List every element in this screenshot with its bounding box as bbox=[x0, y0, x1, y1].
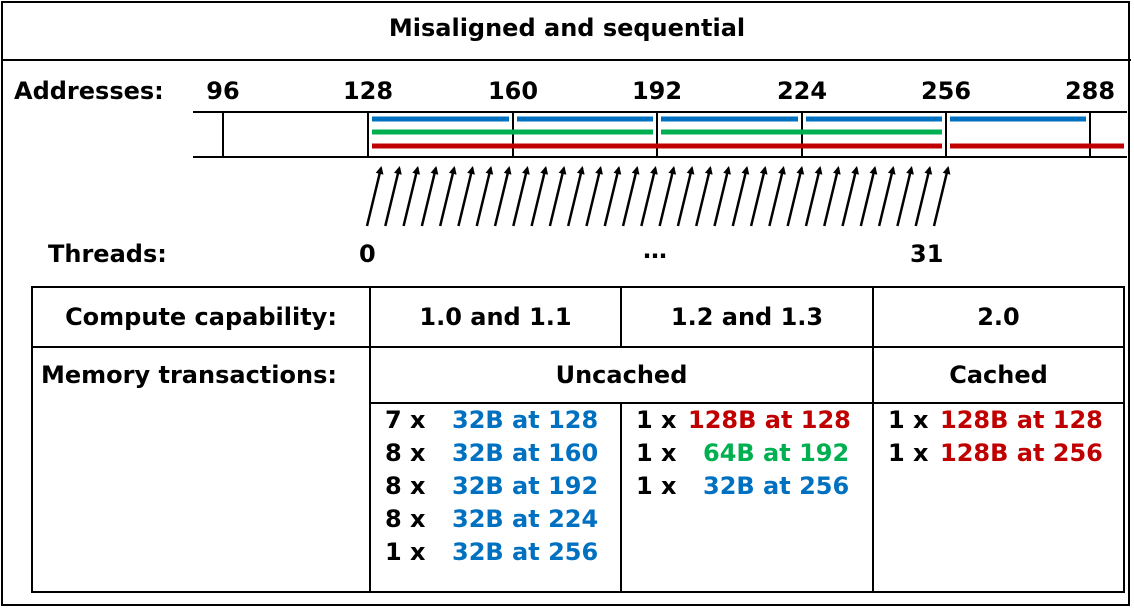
transaction-size: 128B at 128 bbox=[940, 406, 1103, 434]
thread-arrow bbox=[713, 166, 731, 227]
thread-arrow bbox=[676, 166, 695, 227]
transaction-count: 8 x bbox=[385, 472, 426, 500]
addresses-label: Addresses: bbox=[14, 77, 164, 105]
transaction-line: 7 x 32B at 128 bbox=[385, 404, 620, 437]
memory-transactions-label: Memory transactions: bbox=[31, 346, 371, 593]
transaction-line: 1 x 128B at 128 bbox=[636, 404, 872, 437]
transaction-line: 1 x 128B at 128 bbox=[888, 404, 1123, 437]
transaction-size: 32B at 160 bbox=[452, 439, 599, 467]
transaction-count: 7 x bbox=[385, 406, 426, 434]
cc-2-0-header: 2.0 bbox=[872, 286, 1125, 348]
uncached-header: Uncached bbox=[369, 346, 874, 404]
thread-arrow bbox=[932, 166, 951, 227]
thread-first-label: 0 bbox=[359, 240, 376, 268]
transaction-size: 32B at 192 bbox=[452, 472, 599, 500]
address-label-128: 128 bbox=[342, 77, 394, 105]
address-label-224: 224 bbox=[776, 77, 828, 105]
thread-arrow bbox=[548, 166, 567, 227]
thread-arrow bbox=[402, 166, 421, 227]
transaction-size: 64B at 192 bbox=[703, 439, 850, 467]
transaction-bars bbox=[372, 116, 1124, 149]
transactions-cc-1-2-1-3: 1 x 128B at 128 1 x 64B at 192 1 x 32B at 2… bbox=[620, 402, 874, 593]
thread-arrow bbox=[493, 166, 512, 227]
transactions-row: 7 x 32B at 128 8 x 32B at 160 8 x 32B at 19… bbox=[32, 402, 1125, 593]
transaction-count: 8 x bbox=[385, 439, 426, 467]
transaction-size: 32B at 128 bbox=[452, 406, 599, 434]
thread-arrow bbox=[804, 166, 823, 227]
transaction-count: 1 x bbox=[888, 406, 929, 434]
thread-arrow bbox=[658, 166, 677, 227]
transaction-size: 32B at 256 bbox=[703, 472, 850, 500]
capability-table: Compute capability: 1.0 and 1.1 1.2 and … bbox=[31, 286, 1125, 593]
thread-arrow bbox=[731, 166, 750, 227]
transaction-line: 8 x 32B at 192 bbox=[385, 470, 620, 503]
thread-arrow bbox=[384, 166, 402, 227]
compute-capability-label: Compute capability: bbox=[31, 286, 371, 348]
transaction-count: 1 x bbox=[636, 406, 677, 434]
memory-segments bbox=[193, 111, 1127, 158]
thread-arrow bbox=[841, 166, 860, 227]
transaction-size: 32B at 256 bbox=[452, 538, 599, 566]
transactions-cc-1-0-1-1: 7 x 32B at 128 8 x 32B at 160 8 x 32B at 19… bbox=[369, 402, 622, 593]
transaction-count: 8 x bbox=[385, 505, 426, 533]
transactions-cc-2-0: 1 x 128B at 128 1 x 128B at 256 bbox=[872, 402, 1125, 593]
thread-last-label: 31 bbox=[910, 240, 944, 268]
thread-arrow bbox=[914, 166, 933, 227]
transaction-line: 1 x 32B at 256 bbox=[385, 536, 620, 569]
page-title: Misaligned and sequential bbox=[388, 14, 746, 42]
transaction-size: 128B at 128 bbox=[688, 406, 851, 434]
thread-arrow bbox=[695, 166, 713, 227]
thread-arrow bbox=[896, 166, 914, 227]
thread-arrow bbox=[877, 166, 896, 227]
address-label-160: 160 bbox=[487, 77, 539, 105]
thread-arrow bbox=[749, 166, 768, 227]
address-label-192: 192 bbox=[631, 77, 683, 105]
title-divider bbox=[1, 59, 1131, 61]
thread-arrow bbox=[859, 166, 878, 227]
thread-arrow bbox=[823, 166, 841, 227]
transaction-count: 1 x bbox=[385, 538, 426, 566]
thread-arrow bbox=[512, 166, 530, 227]
address-label-256: 256 bbox=[920, 77, 972, 105]
address-label-96: 96 bbox=[206, 77, 240, 105]
address-label-288: 288 bbox=[1064, 77, 1116, 105]
transaction-count: 1 x bbox=[636, 439, 677, 467]
transaction-size: 32B at 224 bbox=[452, 505, 599, 533]
transaction-line: 8 x 32B at 160 bbox=[385, 437, 620, 470]
cc-1-0-1-1-header: 1.0 and 1.1 bbox=[369, 286, 622, 348]
thread-arrow bbox=[768, 166, 786, 227]
thread-arrow bbox=[585, 166, 603, 227]
transaction-count: 1 x bbox=[636, 472, 677, 500]
transaction-count: 1 x bbox=[888, 439, 929, 467]
cache-row: Memory transactions: Uncached Cached bbox=[31, 346, 1125, 593]
transaction-line: 8 x 32B at 224 bbox=[385, 503, 620, 536]
thread-arrow bbox=[420, 166, 439, 227]
thread-arrows bbox=[365, 166, 951, 227]
thread-arrow bbox=[438, 166, 457, 227]
thread-ellipsis: … bbox=[643, 236, 667, 264]
thread-arrow bbox=[603, 166, 622, 227]
thread-arrow bbox=[530, 166, 549, 227]
capability-row: Compute capability: 1.0 and 1.1 1.2 and … bbox=[31, 286, 1125, 348]
threads-label: Threads: bbox=[48, 240, 167, 268]
thread-arrow bbox=[365, 166, 384, 227]
thread-arrow bbox=[457, 166, 475, 227]
thread-arrow bbox=[621, 166, 640, 227]
transaction-size: 128B at 256 bbox=[940, 439, 1103, 467]
cached-header: Cached bbox=[872, 346, 1125, 404]
transaction-line: 1 x 64B at 192 bbox=[636, 437, 872, 470]
thread-arrow bbox=[786, 166, 805, 227]
transaction-line: 1 x 32B at 256 bbox=[636, 470, 872, 503]
transaction-line: 1 x 128B at 256 bbox=[888, 437, 1123, 470]
cc-1-2-1-3-header: 1.2 and 1.3 bbox=[620, 286, 874, 348]
thread-arrow bbox=[566, 166, 585, 227]
thread-arrow bbox=[475, 166, 494, 227]
thread-arrow bbox=[640, 166, 658, 227]
